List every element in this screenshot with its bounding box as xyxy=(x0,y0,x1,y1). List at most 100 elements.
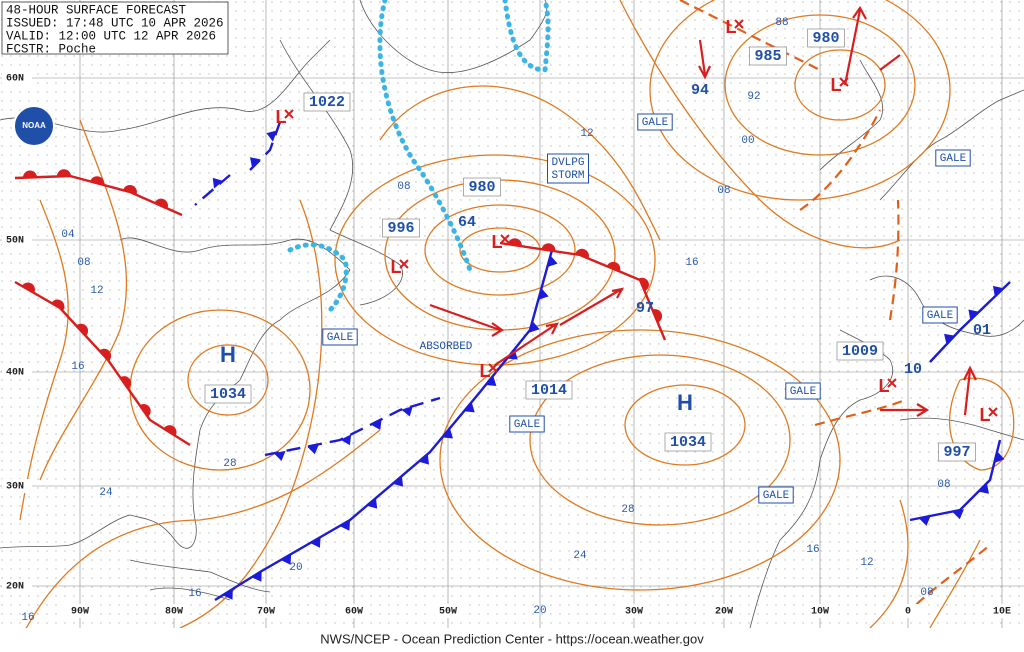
developing-storm-box xyxy=(546,153,590,184)
title: 48-HOUR SURFACE FORECAST xyxy=(6,3,187,17)
pressure-label: 996 xyxy=(387,220,414,237)
cold-front-barb xyxy=(280,553,292,565)
cold-front-barb xyxy=(212,177,224,189)
isobar-label: 08 xyxy=(937,479,950,491)
low-center: L xyxy=(879,376,890,396)
cold-front-barb xyxy=(978,483,989,494)
cold-front-barb xyxy=(307,444,319,455)
isobar-label: 24 xyxy=(573,550,587,562)
cold-front xyxy=(194,174,231,206)
low-position xyxy=(839,77,849,87)
latitude-label: 30N xyxy=(6,482,24,493)
low-position xyxy=(734,19,744,29)
warm-front-barb xyxy=(639,277,649,292)
pressure-label: 64 xyxy=(458,214,476,231)
longitude-label: 70W xyxy=(257,607,275,618)
isobar-label: 20 xyxy=(289,562,302,574)
cold-front-barb xyxy=(547,255,558,268)
cold-front-barb xyxy=(485,375,497,387)
cold-front-barb xyxy=(952,509,964,520)
pressure-label: 1014 xyxy=(531,382,567,399)
latitude-label: 50N xyxy=(6,236,24,247)
warm-front-barb xyxy=(507,238,522,247)
warm-front-barb xyxy=(123,184,137,195)
developing-storm-text: DVLPG xyxy=(551,157,584,169)
longitude-label: 80W xyxy=(165,607,183,618)
isobar-label: 08 xyxy=(920,587,933,599)
cold-front-barb xyxy=(273,450,286,461)
longitude-label-box xyxy=(892,604,924,618)
isobar-label: 20 xyxy=(533,605,546,617)
cold-front-barb xyxy=(918,515,931,526)
gale-warning-box xyxy=(785,382,821,400)
gale-warning-box xyxy=(322,328,358,346)
isobar-label: 92 xyxy=(747,91,760,103)
isobar-label: 08 xyxy=(717,185,730,197)
pressure-label: 980 xyxy=(468,179,495,196)
warm-front-barb xyxy=(51,299,65,311)
warm-front xyxy=(14,174,183,217)
cold-front-barb xyxy=(418,453,430,465)
cold-front-barb xyxy=(463,402,475,413)
gale-warning-box xyxy=(637,113,673,131)
pressure-label: 1034 xyxy=(670,434,706,451)
cold-front-barb xyxy=(266,130,277,142)
gale-warning-text: GALE xyxy=(763,490,790,502)
isobar-label: 24 xyxy=(99,487,113,499)
warm-front-barb xyxy=(163,425,177,436)
pressure-box xyxy=(204,384,252,404)
isobar-label: 04 xyxy=(61,229,75,241)
high-center: H xyxy=(677,390,693,415)
cold-front-barb xyxy=(340,434,352,446)
map-background xyxy=(0,0,1024,628)
warm-front-barb xyxy=(652,309,663,323)
valid: VALID: 12:00 UTC 12 APR 2026 xyxy=(6,29,216,43)
gale-warning-text: GALE xyxy=(927,310,954,322)
isobar-label: 16 xyxy=(685,257,698,269)
pressure-label: 1022 xyxy=(309,94,345,111)
cold-front-barb xyxy=(992,285,1004,297)
cold-front xyxy=(929,281,1011,363)
dashed-troughs xyxy=(679,0,991,616)
isobar-label: 28 xyxy=(621,504,634,516)
warm-front-barb xyxy=(90,176,105,186)
isobar-label: 16 xyxy=(21,612,34,624)
latitude-label: 60N xyxy=(6,74,24,85)
logo xyxy=(13,105,55,147)
isobar-label: 12 xyxy=(860,557,873,569)
longitude-label-box xyxy=(804,604,836,618)
longitude-label: 10W xyxy=(811,607,829,618)
graticule xyxy=(0,0,1024,628)
warm-front-barb xyxy=(120,376,132,389)
cold-front-barb xyxy=(310,536,321,548)
pressure-label: 94 xyxy=(691,82,709,99)
cold-front-barb xyxy=(392,475,404,487)
cold-front-barb xyxy=(222,588,233,600)
latitude-label-box xyxy=(2,71,32,85)
pressure-label: 980 xyxy=(812,30,839,47)
gale-warning-text: GALE xyxy=(642,117,669,129)
low-center: L xyxy=(391,257,402,277)
ice-edge xyxy=(287,0,551,313)
cold-front-barb xyxy=(442,428,453,439)
footer: NWS/NCEP - Ocean Prediction Center - htt… xyxy=(320,631,704,646)
cold-front-barb xyxy=(401,406,413,417)
gale-warning-box xyxy=(758,486,794,504)
longitude-label: 50W xyxy=(439,607,457,618)
cold-front-barb xyxy=(529,321,540,333)
longitude-label: 30W xyxy=(625,607,643,618)
gale-warning-box xyxy=(935,149,971,167)
isobar-label: 00 xyxy=(741,135,754,147)
longitude-label: 60W xyxy=(345,607,363,618)
longitude-label-box xyxy=(618,604,650,618)
issued: ISSUED: 17:48 UTC 10 APR 2026 xyxy=(6,16,224,30)
longitude-label-box xyxy=(432,604,464,618)
gale-warning: GALE xyxy=(758,486,794,504)
warm-front-barb xyxy=(575,248,589,259)
latitude-label-box xyxy=(2,365,32,379)
absorbed-label: ABSORBED xyxy=(420,341,473,353)
low-position xyxy=(887,378,897,388)
low-center: L xyxy=(831,75,842,95)
pressure-box xyxy=(525,380,573,400)
